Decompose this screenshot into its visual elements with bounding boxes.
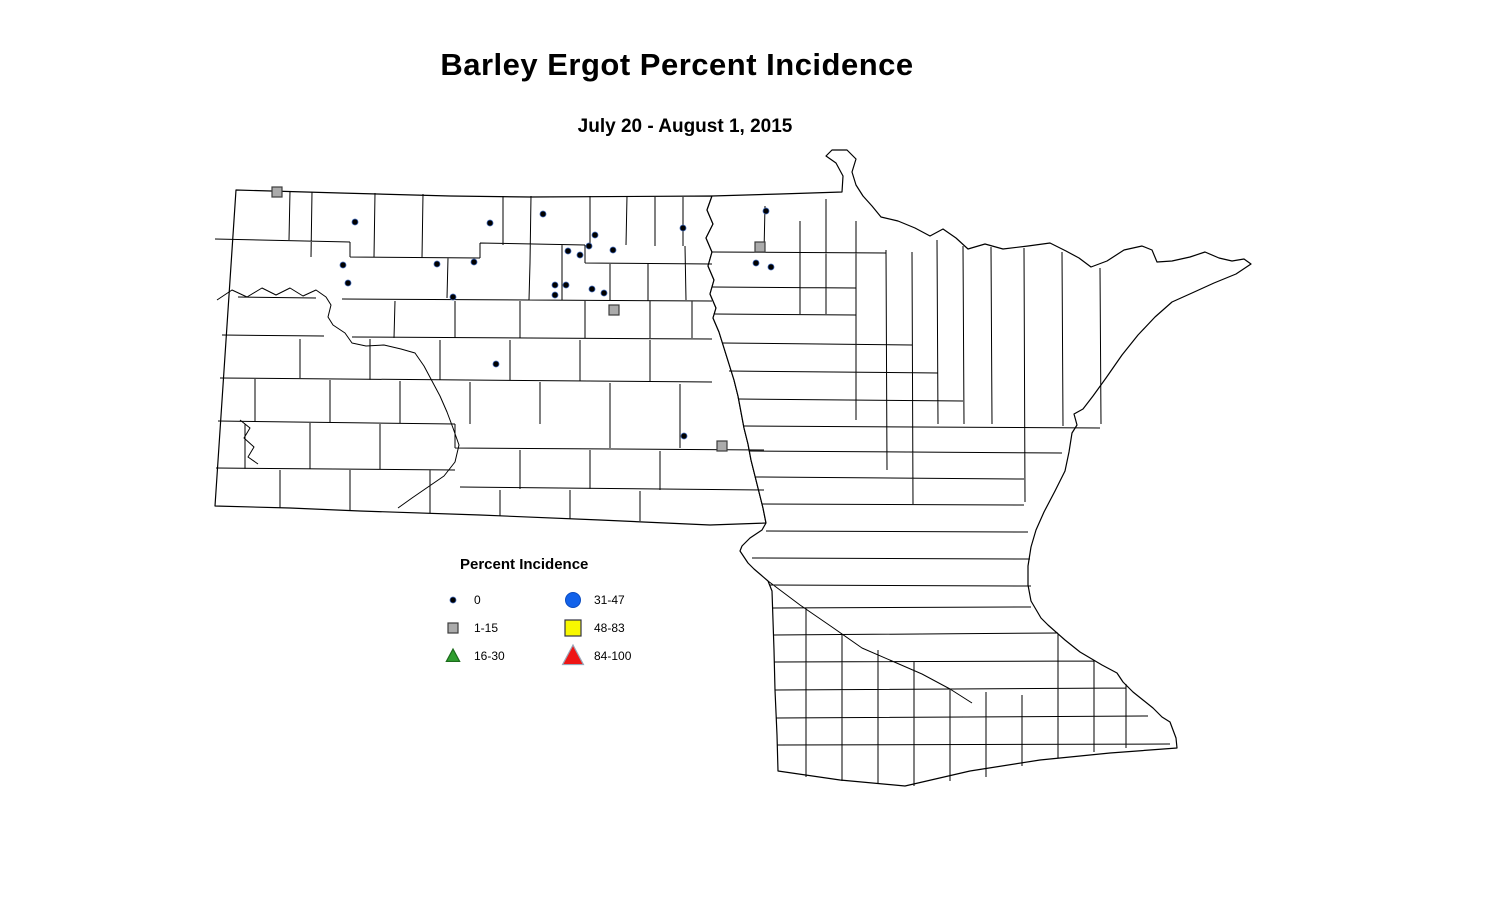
map-marker-0 [351, 218, 359, 226]
legend-symbol-circle [565, 592, 581, 608]
map-marker-0 [591, 231, 599, 239]
map-marker-1-15 [271, 186, 283, 198]
map-marker-0 [680, 432, 688, 440]
map-markers [271, 186, 775, 452]
map-marker-0 [551, 281, 559, 289]
map-marker-0 [609, 246, 617, 254]
map-marker-0 [539, 210, 547, 218]
legend-symbol-shape [447, 622, 459, 634]
map-marker-0 [449, 293, 457, 301]
map-marker-0 [339, 261, 347, 269]
legend-symbol-shape [561, 643, 585, 666]
legend-item-84-100: 84-100 [558, 642, 631, 670]
legend-title: Percent Incidence [460, 556, 589, 573]
page-subtitle: July 20 - August 1, 2015 [577, 116, 793, 137]
legend-symbol-triangle [561, 643, 585, 666]
legend-items: 0 1-15 16-30 31-47 48-83 84-100 [438, 586, 678, 670]
legend-item-31-47: 31-47 [558, 586, 631, 614]
map-marker-0 [470, 258, 478, 266]
map-marker-0 [762, 207, 770, 215]
legend-symbol-square [564, 619, 582, 637]
legend-column-1: 0 1-15 16-30 [438, 586, 558, 670]
map-marker-0 [585, 242, 593, 250]
legend-symbol-shape [564, 619, 582, 637]
page-title: Barley Ergot Percent Incidence [440, 47, 914, 82]
legend-item-label: 31-47 [594, 593, 625, 607]
legend-symbol-triangle [445, 647, 461, 663]
legend-item-label: 84-100 [594, 649, 632, 663]
legend: Percent Incidence 0 1-15 16-30 31-47 48-83 84… [438, 556, 678, 670]
legend-item-label: 16-30 [474, 649, 505, 663]
legend-symbol-circle [449, 596, 457, 604]
map-marker-0 [679, 224, 687, 232]
legend-item-16-30: 16-30 [438, 642, 558, 670]
legend-item-1-15: 1-15 [438, 614, 558, 642]
legend-symbol-shape [445, 647, 461, 663]
map-marker-0 [486, 219, 494, 227]
map-marker-0 [588, 285, 596, 293]
legend-symbol-shape [565, 592, 581, 608]
minnesota-county-lines [711, 199, 1171, 786]
legend-symbol-shape [449, 596, 457, 604]
missouri-river-line [216, 287, 460, 509]
map-marker-0 [600, 289, 608, 297]
map-marker-0 [492, 360, 500, 368]
map-marker-0 [767, 263, 775, 271]
map-marker-0 [551, 291, 559, 299]
legend-item-48-83: 48-83 [558, 614, 631, 642]
legend-item-0: 0 [438, 586, 558, 614]
legend-item-label: 48-83 [594, 621, 625, 635]
map-marker-0 [344, 279, 352, 287]
map-marker-0 [752, 259, 760, 267]
legend-symbol-square [447, 622, 459, 634]
map-marker-1-15 [716, 440, 728, 452]
map-marker-0 [576, 251, 584, 259]
map-marker-0 [562, 281, 570, 289]
legend-column-2: 31-47 48-83 84-100 [558, 586, 631, 670]
map-marker-1-15 [608, 304, 620, 316]
map-marker-1-15 [754, 241, 766, 253]
legend-item-label: 1-15 [474, 621, 499, 635]
map-marker-0 [564, 247, 572, 255]
map-marker-0 [433, 260, 441, 268]
legend-item-label: 0 [474, 593, 481, 607]
minnesota-shape [705, 149, 1252, 787]
north-dakota-county-lines [214, 190, 765, 521]
